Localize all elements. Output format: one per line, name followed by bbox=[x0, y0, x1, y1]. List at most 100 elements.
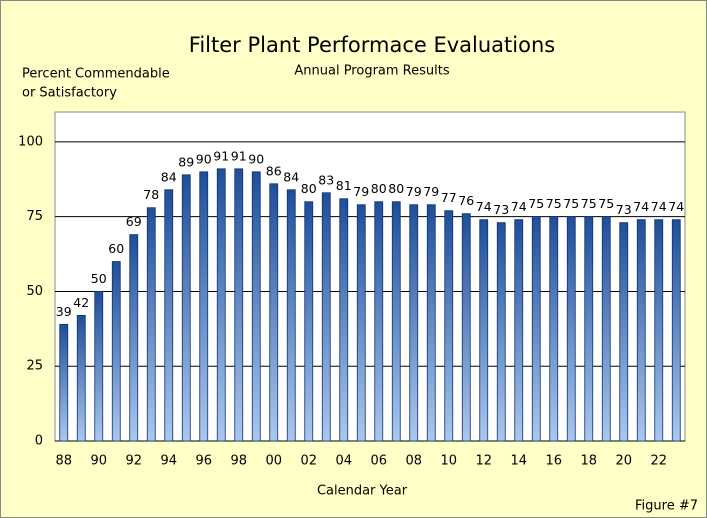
data-label: 74 bbox=[651, 199, 667, 214]
bar bbox=[444, 210, 454, 442]
bar bbox=[531, 216, 541, 442]
bar bbox=[584, 216, 594, 442]
bar bbox=[269, 183, 279, 442]
x-tick-label: 98 bbox=[230, 454, 247, 469]
bar bbox=[409, 204, 419, 442]
x-tick-label: 06 bbox=[370, 454, 387, 469]
data-label: 79 bbox=[406, 184, 422, 199]
x-tick-label: 08 bbox=[405, 454, 422, 469]
annotation: Figure #7 bbox=[635, 499, 698, 514]
data-label: 69 bbox=[126, 214, 142, 229]
data-label: 91 bbox=[213, 148, 229, 163]
x-tick-label: 12 bbox=[475, 454, 492, 469]
data-label: 89 bbox=[178, 154, 194, 169]
data-label: 60 bbox=[108, 241, 124, 256]
x-tick-label: 90 bbox=[90, 454, 107, 469]
x-tick-label: 96 bbox=[195, 454, 212, 469]
data-label: 75 bbox=[598, 196, 614, 211]
bar bbox=[356, 204, 366, 442]
bar bbox=[461, 213, 471, 442]
data-label: 78 bbox=[143, 187, 159, 202]
x-tick-label: 00 bbox=[265, 454, 282, 469]
bar bbox=[619, 222, 629, 442]
x-tick-label: 10 bbox=[440, 454, 457, 469]
bar bbox=[181, 174, 191, 442]
bar bbox=[286, 189, 296, 442]
x-tick-label: 88 bbox=[55, 454, 72, 469]
x-tick-label: 14 bbox=[510, 454, 527, 469]
data-label: 80 bbox=[301, 181, 317, 196]
bar bbox=[496, 222, 506, 442]
bar bbox=[216, 168, 226, 442]
bar bbox=[391, 201, 401, 442]
x-tick-label: 18 bbox=[580, 454, 597, 469]
bar bbox=[146, 207, 156, 442]
bar bbox=[234, 168, 244, 442]
x-tick-label: 22 bbox=[650, 454, 667, 469]
bar bbox=[251, 171, 261, 442]
data-label: 74 bbox=[633, 199, 649, 214]
bar bbox=[304, 201, 314, 442]
bar bbox=[129, 234, 139, 442]
bar bbox=[601, 216, 611, 442]
bar bbox=[199, 171, 209, 442]
bar bbox=[654, 219, 664, 442]
bar bbox=[94, 291, 104, 442]
x-tick-label: 16 bbox=[545, 454, 562, 469]
data-label: 90 bbox=[248, 151, 264, 166]
data-label: 81 bbox=[336, 178, 352, 193]
data-label: 75 bbox=[546, 196, 562, 211]
data-label: 73 bbox=[616, 202, 632, 217]
y-tick-label: 75 bbox=[26, 209, 43, 224]
data-label: 73 bbox=[493, 202, 509, 217]
y-tick-label: 50 bbox=[26, 284, 43, 299]
y-tick-label: 25 bbox=[26, 359, 43, 374]
data-label: 75 bbox=[581, 196, 597, 211]
y-axis-label: Percent Commendable bbox=[22, 67, 170, 82]
data-label: 77 bbox=[441, 190, 457, 205]
x-tick-label: 94 bbox=[160, 454, 177, 469]
bar bbox=[164, 189, 174, 442]
bar bbox=[111, 261, 121, 442]
bar bbox=[321, 192, 331, 442]
data-label: 76 bbox=[458, 193, 474, 208]
data-label: 79 bbox=[353, 184, 369, 199]
data-label: 75 bbox=[563, 196, 579, 211]
chart-title: Filter Plant Performace Evaluations bbox=[189, 33, 555, 57]
y-tick-label: 100 bbox=[18, 134, 43, 149]
chart-subtitle: Annual Program Results bbox=[294, 64, 449, 79]
data-label: 84 bbox=[283, 169, 299, 184]
plot-area bbox=[54, 111, 686, 442]
data-label: 80 bbox=[388, 181, 404, 196]
bar bbox=[374, 201, 384, 442]
data-label: 42 bbox=[73, 295, 89, 310]
data-label: 90 bbox=[196, 151, 212, 166]
data-label: 74 bbox=[668, 199, 684, 214]
data-label: 50 bbox=[91, 271, 107, 286]
bar bbox=[514, 219, 524, 442]
data-label: 74 bbox=[476, 199, 492, 214]
data-label: 74 bbox=[511, 199, 527, 214]
bar bbox=[671, 219, 681, 442]
data-label: 86 bbox=[266, 163, 282, 178]
bar bbox=[566, 216, 576, 442]
data-label: 80 bbox=[371, 181, 387, 196]
bar bbox=[636, 219, 646, 442]
data-label: 91 bbox=[231, 148, 247, 163]
y-axis-label: or Satisfactory bbox=[22, 86, 117, 101]
data-label: 39 bbox=[56, 304, 72, 319]
bar bbox=[549, 216, 559, 442]
x-axis-label: Calendar Year bbox=[317, 484, 408, 499]
data-label: 83 bbox=[318, 172, 334, 187]
x-tick-label: 92 bbox=[125, 454, 142, 469]
bar bbox=[426, 204, 436, 442]
data-label: 79 bbox=[423, 184, 439, 199]
bar bbox=[59, 323, 69, 442]
data-label: 75 bbox=[528, 196, 544, 211]
bar bbox=[479, 219, 489, 442]
x-tick-label: 04 bbox=[335, 454, 352, 469]
x-tick-label: 02 bbox=[300, 454, 317, 469]
y-tick-label: 0 bbox=[35, 434, 43, 449]
bar bbox=[339, 198, 349, 442]
bar bbox=[76, 314, 86, 442]
